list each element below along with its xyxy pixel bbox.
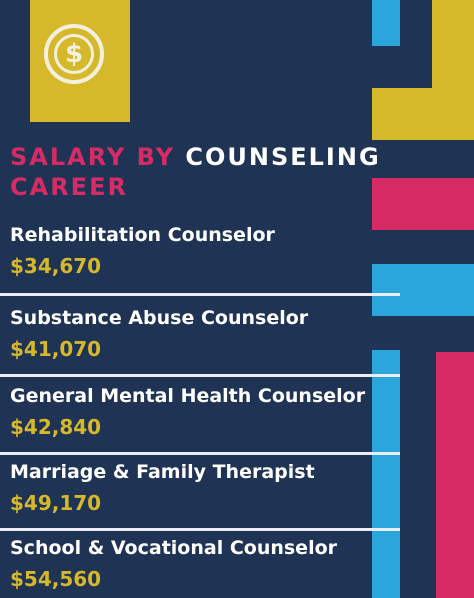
gold-stripe-corner	[372, 88, 474, 140]
title-part-1: SALARY BY	[10, 143, 175, 171]
blue-stripe-top	[372, 0, 400, 46]
divider	[0, 452, 400, 455]
dollar-coin-icon: $	[44, 24, 104, 84]
divider	[0, 374, 400, 377]
career-salary: $54,560	[10, 567, 102, 591]
career-name: School & Vocational Counselor	[10, 537, 337, 559]
magenta-stripe-vertical	[436, 352, 474, 598]
gold-header-block: $	[30, 0, 130, 122]
career-name: Marriage & Family Therapist	[10, 461, 315, 483]
divider	[0, 528, 400, 531]
career-name: Rehabilitation Counselor	[10, 224, 275, 246]
title-part-3: CAREER	[10, 173, 128, 201]
career-name: General Mental Health Counselor	[10, 385, 366, 407]
career-salary: $41,070	[10, 337, 102, 361]
career-salary: $49,170	[10, 491, 102, 515]
title-part-2: COUNSELING	[185, 143, 381, 171]
dollar-sign-icon: $	[54, 34, 94, 74]
blue-stripe-middle	[372, 264, 474, 316]
blue-stripe-vertical	[372, 350, 400, 598]
magenta-stripe	[372, 178, 474, 230]
career-salary: $42,840	[10, 415, 102, 439]
divider	[0, 293, 400, 296]
page-title: SALARY BY COUNSELING CAREER	[10, 142, 450, 202]
career-salary: $34,670	[10, 254, 102, 278]
career-name: Substance Abuse Counselor	[10, 307, 309, 329]
